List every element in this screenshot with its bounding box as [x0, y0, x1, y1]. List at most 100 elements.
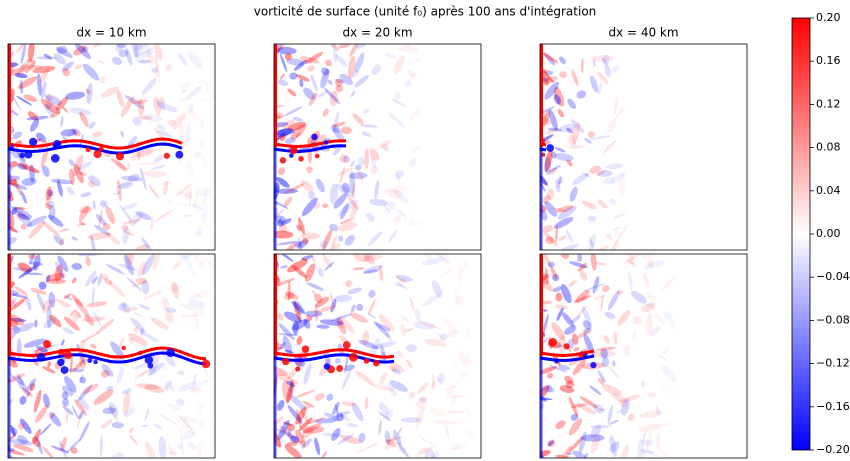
- eddy: [85, 88, 91, 95]
- eddy: [540, 385, 550, 400]
- eddy: [280, 218, 292, 226]
- eddy: [558, 235, 567, 242]
- eddy: [595, 245, 610, 250]
- eddy: [597, 199, 608, 209]
- eddy: [568, 134, 577, 147]
- eddy: [138, 304, 151, 311]
- eddy: [45, 203, 52, 210]
- eddy: [335, 183, 354, 197]
- eddy: [33, 254, 41, 272]
- eddy: [601, 56, 608, 65]
- eddy: [195, 227, 203, 237]
- eddy: [67, 128, 79, 137]
- eddy: [569, 145, 586, 149]
- eddy: [554, 344, 566, 348]
- eddy: [172, 113, 186, 130]
- eddy: [587, 233, 596, 250]
- eddy: [88, 121, 96, 129]
- eddy: [67, 438, 81, 453]
- eddy: [590, 424, 612, 429]
- eddy: [572, 333, 579, 345]
- eddy: [69, 107, 92, 116]
- eddy: [378, 265, 384, 282]
- eddy: [19, 418, 32, 434]
- eddy: [632, 316, 642, 325]
- eddy: [43, 94, 51, 102]
- eddy: [165, 198, 173, 205]
- eddy: [375, 323, 391, 332]
- eddy: [122, 219, 141, 224]
- eddy: [14, 73, 28, 79]
- eddy: [148, 184, 160, 199]
- eddy: [279, 53, 288, 73]
- eddy: [359, 124, 379, 128]
- eddy: [541, 71, 550, 84]
- eddy: [106, 232, 121, 245]
- eddy: [184, 190, 193, 200]
- eddy: [73, 45, 87, 56]
- eddy: [164, 380, 172, 391]
- eddy: [377, 140, 392, 149]
- eddy-core: [289, 146, 298, 155]
- eddy: [188, 103, 195, 114]
- eddy: [183, 214, 193, 218]
- eddy-core: [323, 363, 331, 370]
- eddy: [591, 350, 616, 358]
- eddy: [36, 132, 46, 143]
- eddy: [408, 157, 417, 167]
- eddy: [314, 293, 323, 304]
- eddy: [576, 305, 588, 318]
- eddy: [79, 206, 93, 214]
- eddy: [416, 382, 429, 395]
- eddy: [397, 442, 410, 458]
- eddy: [74, 64, 82, 70]
- eddy: [168, 444, 173, 455]
- eddy: [300, 407, 309, 423]
- eddy: [639, 410, 663, 419]
- eddy: [8, 319, 19, 328]
- colorbar-tick-label: −0.12: [816, 357, 850, 370]
- eddy: [439, 269, 453, 278]
- eddy: [332, 401, 340, 416]
- eddy: [619, 394, 641, 403]
- eddy: [553, 94, 561, 105]
- eddy: [345, 279, 352, 288]
- eddy-core: [43, 340, 52, 349]
- eddy: [102, 407, 117, 415]
- eddy: [122, 306, 138, 313]
- eddy: [284, 349, 295, 354]
- eddy: [277, 79, 289, 86]
- eddy: [379, 371, 388, 385]
- eddy: [557, 205, 577, 220]
- eddy: [68, 159, 75, 167]
- eddy: [187, 442, 197, 450]
- eddy: [41, 221, 61, 237]
- eddy: [568, 396, 578, 417]
- eddy: [82, 63, 100, 81]
- eddy: [50, 412, 55, 419]
- eddy: [10, 439, 33, 446]
- eddy: [42, 366, 56, 374]
- eddy: [325, 59, 333, 67]
- eddy: [596, 346, 616, 351]
- eddy: [436, 377, 443, 382]
- eddy: [278, 341, 286, 351]
- eddy: [13, 177, 22, 196]
- eddy: [153, 154, 165, 163]
- eddy: [604, 64, 611, 78]
- eddy: [412, 321, 436, 330]
- eddy: [445, 425, 450, 439]
- eddy-core: [282, 357, 290, 366]
- eddy: [167, 119, 176, 127]
- eddy: [348, 172, 368, 179]
- eddy: [100, 419, 113, 429]
- eddy: [147, 362, 165, 376]
- eddy: [293, 59, 308, 71]
- eddy: [72, 154, 84, 177]
- eddy: [126, 277, 143, 291]
- eddy: [557, 176, 563, 185]
- eddy: [16, 376, 30, 397]
- panel-frame: [539, 253, 748, 459]
- eddy: [180, 89, 187, 93]
- eddy: [418, 447, 430, 455]
